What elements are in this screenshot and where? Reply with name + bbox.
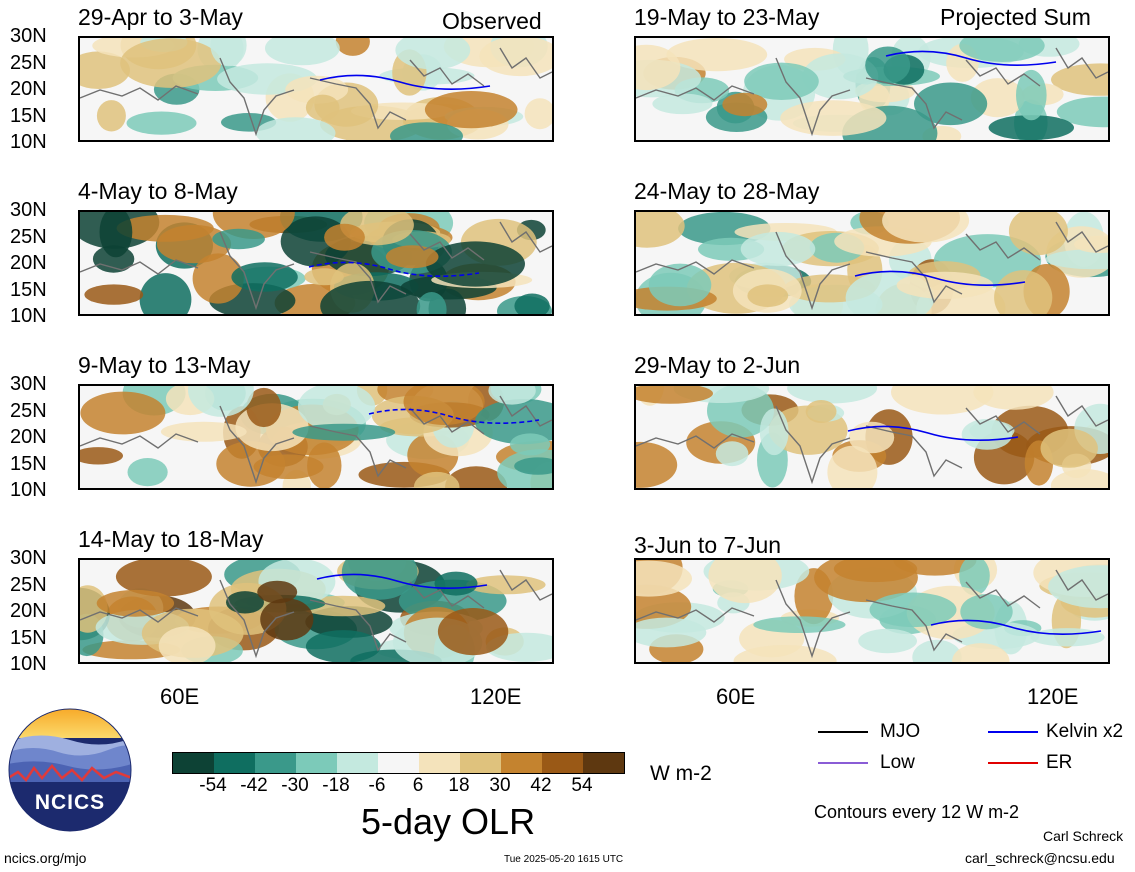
lon-label-60e-left: 60E: [160, 684, 200, 709]
colorbar-swatch: [460, 753, 501, 773]
map-panel-proj-3: [634, 384, 1110, 490]
panel-title-obs-4: 14-May to 18-May: [78, 526, 264, 552]
lat-label: 30N: [10, 25, 47, 47]
observed-label: Observed: [442, 8, 542, 34]
colorbar-swatch: [419, 753, 460, 773]
colorbar-tick-label: 18: [448, 775, 470, 796]
colorbar-swatch: [296, 753, 337, 773]
footer-email: carl_schreck@ncsu.edu: [965, 850, 1115, 866]
map-panel-obs-4: [78, 558, 554, 664]
colorbar-swatch: [214, 753, 255, 773]
panel-title-obs-2: 4-May to 8-May: [78, 178, 238, 204]
lat-label: 20N: [10, 252, 47, 274]
legend-label-mjo: MJO: [880, 721, 921, 742]
legend-label-low: Low: [880, 752, 915, 773]
panel-title-proj-2: 24-May to 28-May: [634, 178, 820, 204]
colorbar: [172, 752, 625, 774]
lon-label-120e-right: 120E: [1027, 684, 1079, 709]
olr-field: [80, 212, 552, 314]
map-panel-obs-1: [78, 36, 554, 142]
colorbar-swatch: [337, 753, 378, 773]
olr-field: [80, 38, 552, 140]
panel-title-proj-1: 19-May to 23-May: [634, 4, 820, 30]
colorbar-swatch: [173, 753, 214, 773]
lat-label: 10N: [10, 479, 47, 501]
projected-sum-label: Projected Sum: [940, 4, 1091, 30]
colorbar-swatch: [542, 753, 583, 773]
map-panel-proj-2: [634, 210, 1110, 316]
lat-label: 15N: [10, 278, 47, 301]
colorbar-units: W m-2: [650, 762, 712, 785]
footer-url: ncics.org/mjo: [4, 850, 87, 866]
contour-note: Contours every 12 W m-2: [814, 802, 1020, 822]
lat-label: 30N: [10, 199, 47, 221]
panel-title-proj-4: 3-Jun to 7-Jun: [634, 532, 782, 558]
colorbar-tick-label: 6: [412, 775, 424, 796]
panel-title-obs-3: 9-May to 13-May: [78, 352, 251, 378]
olr-field: [80, 560, 552, 662]
colorbar-tick-label: -18: [322, 775, 350, 796]
colorbar-swatch: [501, 753, 542, 773]
logo-text: NCICS: [34, 791, 106, 814]
ncics-logo: NCICS: [8, 708, 132, 832]
legend-line-low: [818, 762, 868, 764]
map-panel-obs-3: [78, 384, 554, 490]
lat-label: 20N: [10, 426, 47, 448]
colorbar-tick-label: 42: [530, 775, 552, 796]
map-panel-proj-4: [634, 558, 1110, 664]
footer-author: Carl Schreck: [1043, 828, 1124, 844]
panel-title-obs-1: 29-Apr to 3-May: [78, 4, 243, 30]
lat-label: 10N: [10, 653, 47, 675]
olr-field: [636, 560, 1108, 662]
colorbar-tick-label: -6: [368, 775, 386, 796]
legend-label-kelvin: Kelvin x2: [1046, 721, 1124, 742]
colorbar-tick-label: -42: [240, 775, 268, 796]
lat-label: 15N: [10, 452, 47, 475]
legend-line-kelvin: [988, 731, 1038, 733]
colorbar-tick-label: 54: [571, 775, 593, 796]
ncics-logo-icon: [8, 708, 132, 832]
lat-label: 25N: [10, 51, 47, 74]
olr-field: [80, 386, 552, 488]
lat-label: 10N: [10, 305, 47, 327]
olr-field: [636, 386, 1108, 488]
lat-label: 25N: [10, 399, 47, 422]
colorbar-swatch: [255, 753, 296, 773]
olr-field: [636, 212, 1108, 314]
lat-label: 15N: [10, 104, 47, 127]
map-panel-proj-1: [634, 36, 1110, 142]
colorbar-tick-label: -54: [199, 775, 227, 796]
legend-line-er: [988, 762, 1038, 764]
lon-label-120e-left: 120E: [470, 684, 522, 709]
footer-timestamp: Tue 2025-05-20 1615 UTC: [504, 854, 624, 865]
olr-field: [636, 38, 1108, 140]
colorbar-tick-label: 30: [489, 775, 511, 796]
lon-label-60e-right: 60E: [716, 684, 756, 709]
lat-label: 15N: [10, 626, 47, 649]
colorbar-title: 5-day OLR: [361, 801, 536, 842]
legend-line-mjo: [818, 731, 868, 733]
panel-title-proj-3: 29-May to 2-Jun: [634, 352, 801, 378]
lat-label: 20N: [10, 600, 47, 622]
lat-label: 30N: [10, 547, 47, 569]
colorbar-swatch: [378, 753, 419, 773]
colorbar-swatch: [583, 753, 624, 773]
lat-label: 30N: [10, 373, 47, 395]
lat-label: 20N: [10, 78, 47, 100]
lat-label: 10N: [10, 131, 47, 153]
map-panel-obs-2: [78, 210, 554, 316]
lat-label: 25N: [10, 225, 47, 248]
lat-label: 25N: [10, 573, 47, 596]
legend-label-er: ER: [1046, 752, 1073, 773]
colorbar-tick-label: -30: [281, 775, 309, 796]
